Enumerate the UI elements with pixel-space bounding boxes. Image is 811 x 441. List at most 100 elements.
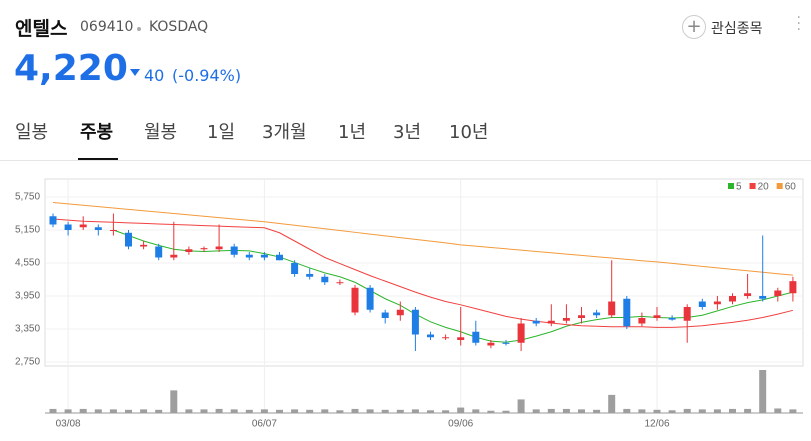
ma-line bbox=[52, 202, 793, 276]
volume-bar bbox=[713, 409, 721, 413]
volume-bar bbox=[442, 410, 450, 413]
y-tick-label: 5,750 bbox=[15, 192, 40, 203]
candle-body bbox=[532, 320, 540, 324]
volume-bar bbox=[593, 409, 601, 413]
volume-bar bbox=[381, 409, 389, 413]
volume-bar bbox=[729, 408, 736, 413]
candle-body bbox=[744, 293, 752, 296]
candle-body bbox=[638, 318, 646, 324]
volume-bar bbox=[789, 409, 797, 413]
candle-body bbox=[245, 254, 253, 258]
candle-body bbox=[306, 274, 314, 277]
candle-body bbox=[442, 337, 450, 339]
volume-bar bbox=[759, 370, 767, 413]
price-change: 40 bbox=[144, 66, 165, 85]
tab-underline bbox=[78, 158, 118, 160]
tab[interactable]: 1년 bbox=[338, 122, 367, 143]
candle-body bbox=[260, 254, 268, 258]
volume-bar bbox=[185, 409, 193, 413]
tab[interactable]: 주봉 bbox=[80, 122, 114, 143]
volume-bar bbox=[578, 409, 585, 413]
volume-bar bbox=[653, 409, 661, 413]
candle-body bbox=[668, 318, 676, 320]
ma-line bbox=[52, 218, 794, 328]
candle-body bbox=[230, 246, 238, 255]
volume-bar bbox=[49, 408, 57, 413]
volume-bar bbox=[64, 409, 72, 413]
tab[interactable]: 1일 bbox=[207, 122, 236, 143]
stock-code: 069410 bbox=[80, 19, 134, 35]
volume-bar bbox=[472, 409, 480, 413]
volume-bar bbox=[321, 409, 329, 413]
volume-bar bbox=[608, 394, 616, 413]
volume-bar bbox=[94, 409, 102, 413]
down-arrow bbox=[130, 69, 140, 76]
candle-body bbox=[321, 276, 329, 283]
separator bbox=[137, 27, 141, 31]
volume-bar bbox=[351, 408, 359, 413]
candle-body bbox=[336, 282, 344, 284]
legend-label: 20 bbox=[758, 182, 770, 193]
candle-body bbox=[396, 309, 404, 316]
candle-body bbox=[170, 254, 178, 258]
candle-body bbox=[411, 309, 419, 335]
candle-body bbox=[79, 224, 87, 228]
candle-body bbox=[683, 307, 691, 321]
candle-body bbox=[759, 296, 767, 299]
candle-body bbox=[94, 227, 102, 230]
tab[interactable]: 10년 bbox=[449, 122, 489, 143]
volume-bar bbox=[547, 408, 555, 413]
volume-bar bbox=[291, 409, 299, 413]
candle-body bbox=[562, 318, 570, 321]
candle-body bbox=[653, 315, 661, 318]
candle-body bbox=[457, 337, 465, 340]
price-change-pct: (-0.94%) bbox=[172, 66, 242, 85]
volume-bar bbox=[215, 408, 223, 413]
volume-bar bbox=[230, 409, 238, 413]
legend-label: 5 bbox=[736, 182, 742, 193]
plus-icon[interactable]: + bbox=[682, 15, 706, 39]
candle-body bbox=[789, 281, 797, 294]
price-pane bbox=[44, 178, 804, 367]
watch-button[interactable]: 관심종목 bbox=[711, 21, 763, 37]
tab[interactable]: 3개월 bbox=[262, 122, 307, 143]
x-tick-label: 09/06 bbox=[448, 419, 473, 430]
candle-body bbox=[140, 244, 148, 247]
volume-bar bbox=[200, 409, 208, 413]
volume-bar bbox=[245, 409, 253, 413]
candle-body bbox=[593, 312, 601, 316]
volume-bar bbox=[668, 410, 676, 413]
volume-bar bbox=[623, 408, 631, 413]
y-tick-label: 4,550 bbox=[15, 258, 40, 269]
tab[interactable]: 3년 bbox=[393, 122, 422, 143]
ma-line bbox=[113, 229, 794, 343]
volume-bar bbox=[366, 409, 374, 413]
divider bbox=[0, 160, 811, 161]
more-icon[interactable]: · · · bbox=[796, 10, 801, 38]
tab[interactable]: 월봉 bbox=[144, 122, 178, 143]
volume-bar bbox=[306, 409, 314, 413]
candle-body bbox=[502, 342, 510, 344]
candle-body bbox=[366, 287, 374, 310]
volume-bar bbox=[260, 409, 268, 413]
current-price: 4,220 bbox=[14, 48, 128, 89]
candle-body bbox=[608, 301, 616, 316]
volume-bar bbox=[79, 408, 87, 413]
x-tick-label: 03/08 bbox=[56, 419, 81, 430]
candle-body bbox=[623, 298, 631, 327]
volume-bar bbox=[638, 409, 646, 413]
volume-bar bbox=[155, 409, 163, 413]
legend-label: 60 bbox=[785, 182, 797, 193]
tab[interactable]: 일봉 bbox=[15, 122, 49, 143]
volume-bar bbox=[774, 408, 782, 413]
candle-body bbox=[427, 334, 434, 338]
y-tick-label: 3,950 bbox=[15, 291, 40, 302]
volume-bar bbox=[532, 409, 540, 413]
candle-body bbox=[487, 342, 495, 346]
volume-bar bbox=[502, 410, 510, 413]
y-tick-label: 5,150 bbox=[15, 225, 40, 236]
y-tick-label: 2,750 bbox=[15, 357, 40, 368]
volume-bar bbox=[411, 409, 419, 413]
candle-body bbox=[713, 301, 721, 305]
